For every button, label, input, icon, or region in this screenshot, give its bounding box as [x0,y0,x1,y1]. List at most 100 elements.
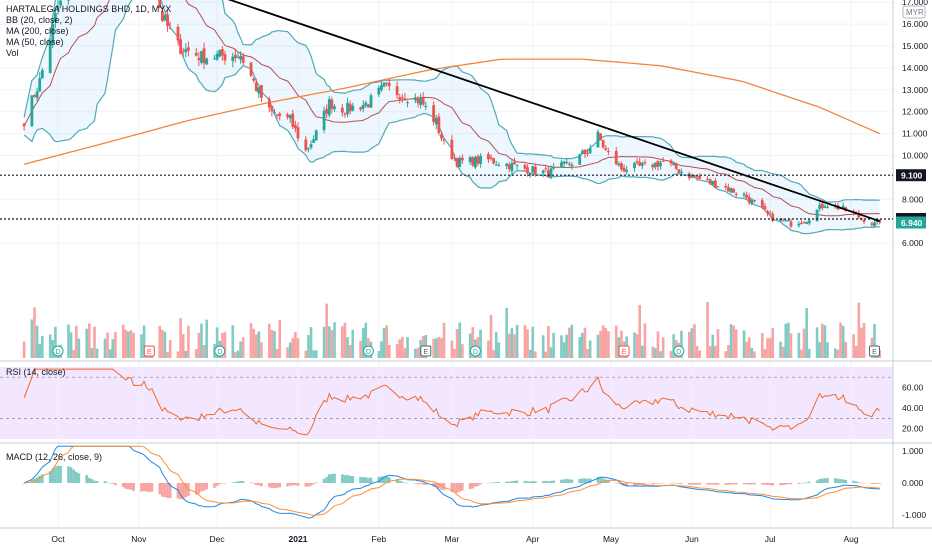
volume-bar [714,345,717,358]
volume-bar [108,349,112,358]
volume-bar [95,348,99,358]
volume-bar [194,349,198,358]
macd-histogram-bar [103,481,107,483]
candle-body [807,220,811,224]
volume-bar [787,322,790,358]
volume-bar [510,328,514,358]
macd-histogram-bar [771,483,775,486]
macd-histogram-bar [90,479,94,483]
volume-bar [526,329,529,358]
volume-bar [106,332,109,358]
time-tick-label: Apr [526,534,539,544]
ma200-legend: MA (200, close) [6,26,69,36]
macd-histogram-bar [857,482,861,483]
volume-bar [852,334,855,358]
candle-body [322,110,326,131]
candle-body [841,205,845,208]
macd-histogram-bar [22,483,26,484]
candle-body [695,176,699,178]
candle-body [687,173,691,179]
macd-histogram-bar [93,480,96,483]
volume-bar [187,325,190,358]
macd-histogram-bar [860,482,863,484]
macd-histogram-bar [732,483,735,485]
macd-histogram-bar [588,478,592,483]
volume-bar [643,323,647,358]
macd-histogram-bar [687,483,691,485]
macd-histogram-bar [643,483,647,485]
volume-bar [732,325,735,358]
volume-bar [818,342,821,358]
macd-histogram-bar [401,481,404,483]
macd-histogram-bar [421,483,425,485]
dividend-marker[interactable] [52,345,64,357]
volume-bar [489,314,493,358]
candle-body [547,170,550,178]
volume-bar [528,349,532,358]
macd-histogram-bar [549,480,553,483]
volume-bar [771,328,775,358]
volume-bar [401,336,404,358]
macd-histogram-bar [129,483,133,490]
volume-bar [41,335,44,358]
dividend-marker[interactable] [469,345,481,357]
volume-bar [241,337,245,358]
volume-bar [140,334,143,358]
macd-histogram-bar [578,478,582,483]
earnings-marker[interactable] [618,345,630,357]
macd-histogram-bar [614,482,618,484]
candle-body [513,161,516,165]
dividend-marker[interactable] [362,345,374,357]
macd-histogram-bar [142,483,146,492]
macd-histogram-bar [581,478,584,483]
macd-histogram-bar [314,482,318,483]
macd-histogram-bar [260,483,263,487]
macd-histogram-bar [607,480,610,483]
currency-label: MYR [906,8,924,17]
volume-bar [471,327,475,358]
dividend-marker[interactable] [673,345,685,357]
macd-histogram-bar [492,482,495,483]
rsi-band [0,367,893,439]
macd-histogram-bar [419,483,422,485]
time-tick-label: Feb [372,534,387,544]
volume-bar [599,330,602,358]
volume-bar [729,324,733,358]
macd-histogram-bar [507,481,511,483]
earnings-marker[interactable] [868,345,880,357]
macd-histogram-bar [586,478,589,483]
volume-bar [750,347,754,358]
macd-histogram-bar [275,483,279,488]
macd-histogram-bar [95,481,99,483]
macd-histogram-bar [231,482,235,483]
candle-body [661,160,665,162]
macd-histogram-bar [106,482,109,484]
macd-histogram-bar [677,483,681,484]
candle-body [763,206,767,210]
candle-body [406,102,409,104]
volume-bar [515,324,519,358]
macd-histogram-bar [797,483,801,484]
volume-bar [708,346,712,358]
earnings-marker[interactable] [143,345,155,357]
volume-bar [234,351,237,358]
volume-bar [33,307,36,358]
earnings-marker[interactable] [420,345,432,357]
macd-histogram-bar [651,483,655,485]
candle-body [380,85,383,91]
volume-bar [492,349,495,358]
volume-bar [784,323,788,358]
macd-histogram-bar [450,483,454,492]
candle-body [635,161,639,163]
candle-body [789,221,793,227]
volume-bar [766,338,769,358]
dividend-marker[interactable] [214,345,226,357]
macd-histogram-bar [534,481,537,483]
volume-bar [802,328,806,358]
volume-bar [604,328,608,358]
volume-bar [565,334,568,358]
candle-body [267,98,271,108]
volume-bar [672,334,675,358]
volume-bar [860,327,863,358]
